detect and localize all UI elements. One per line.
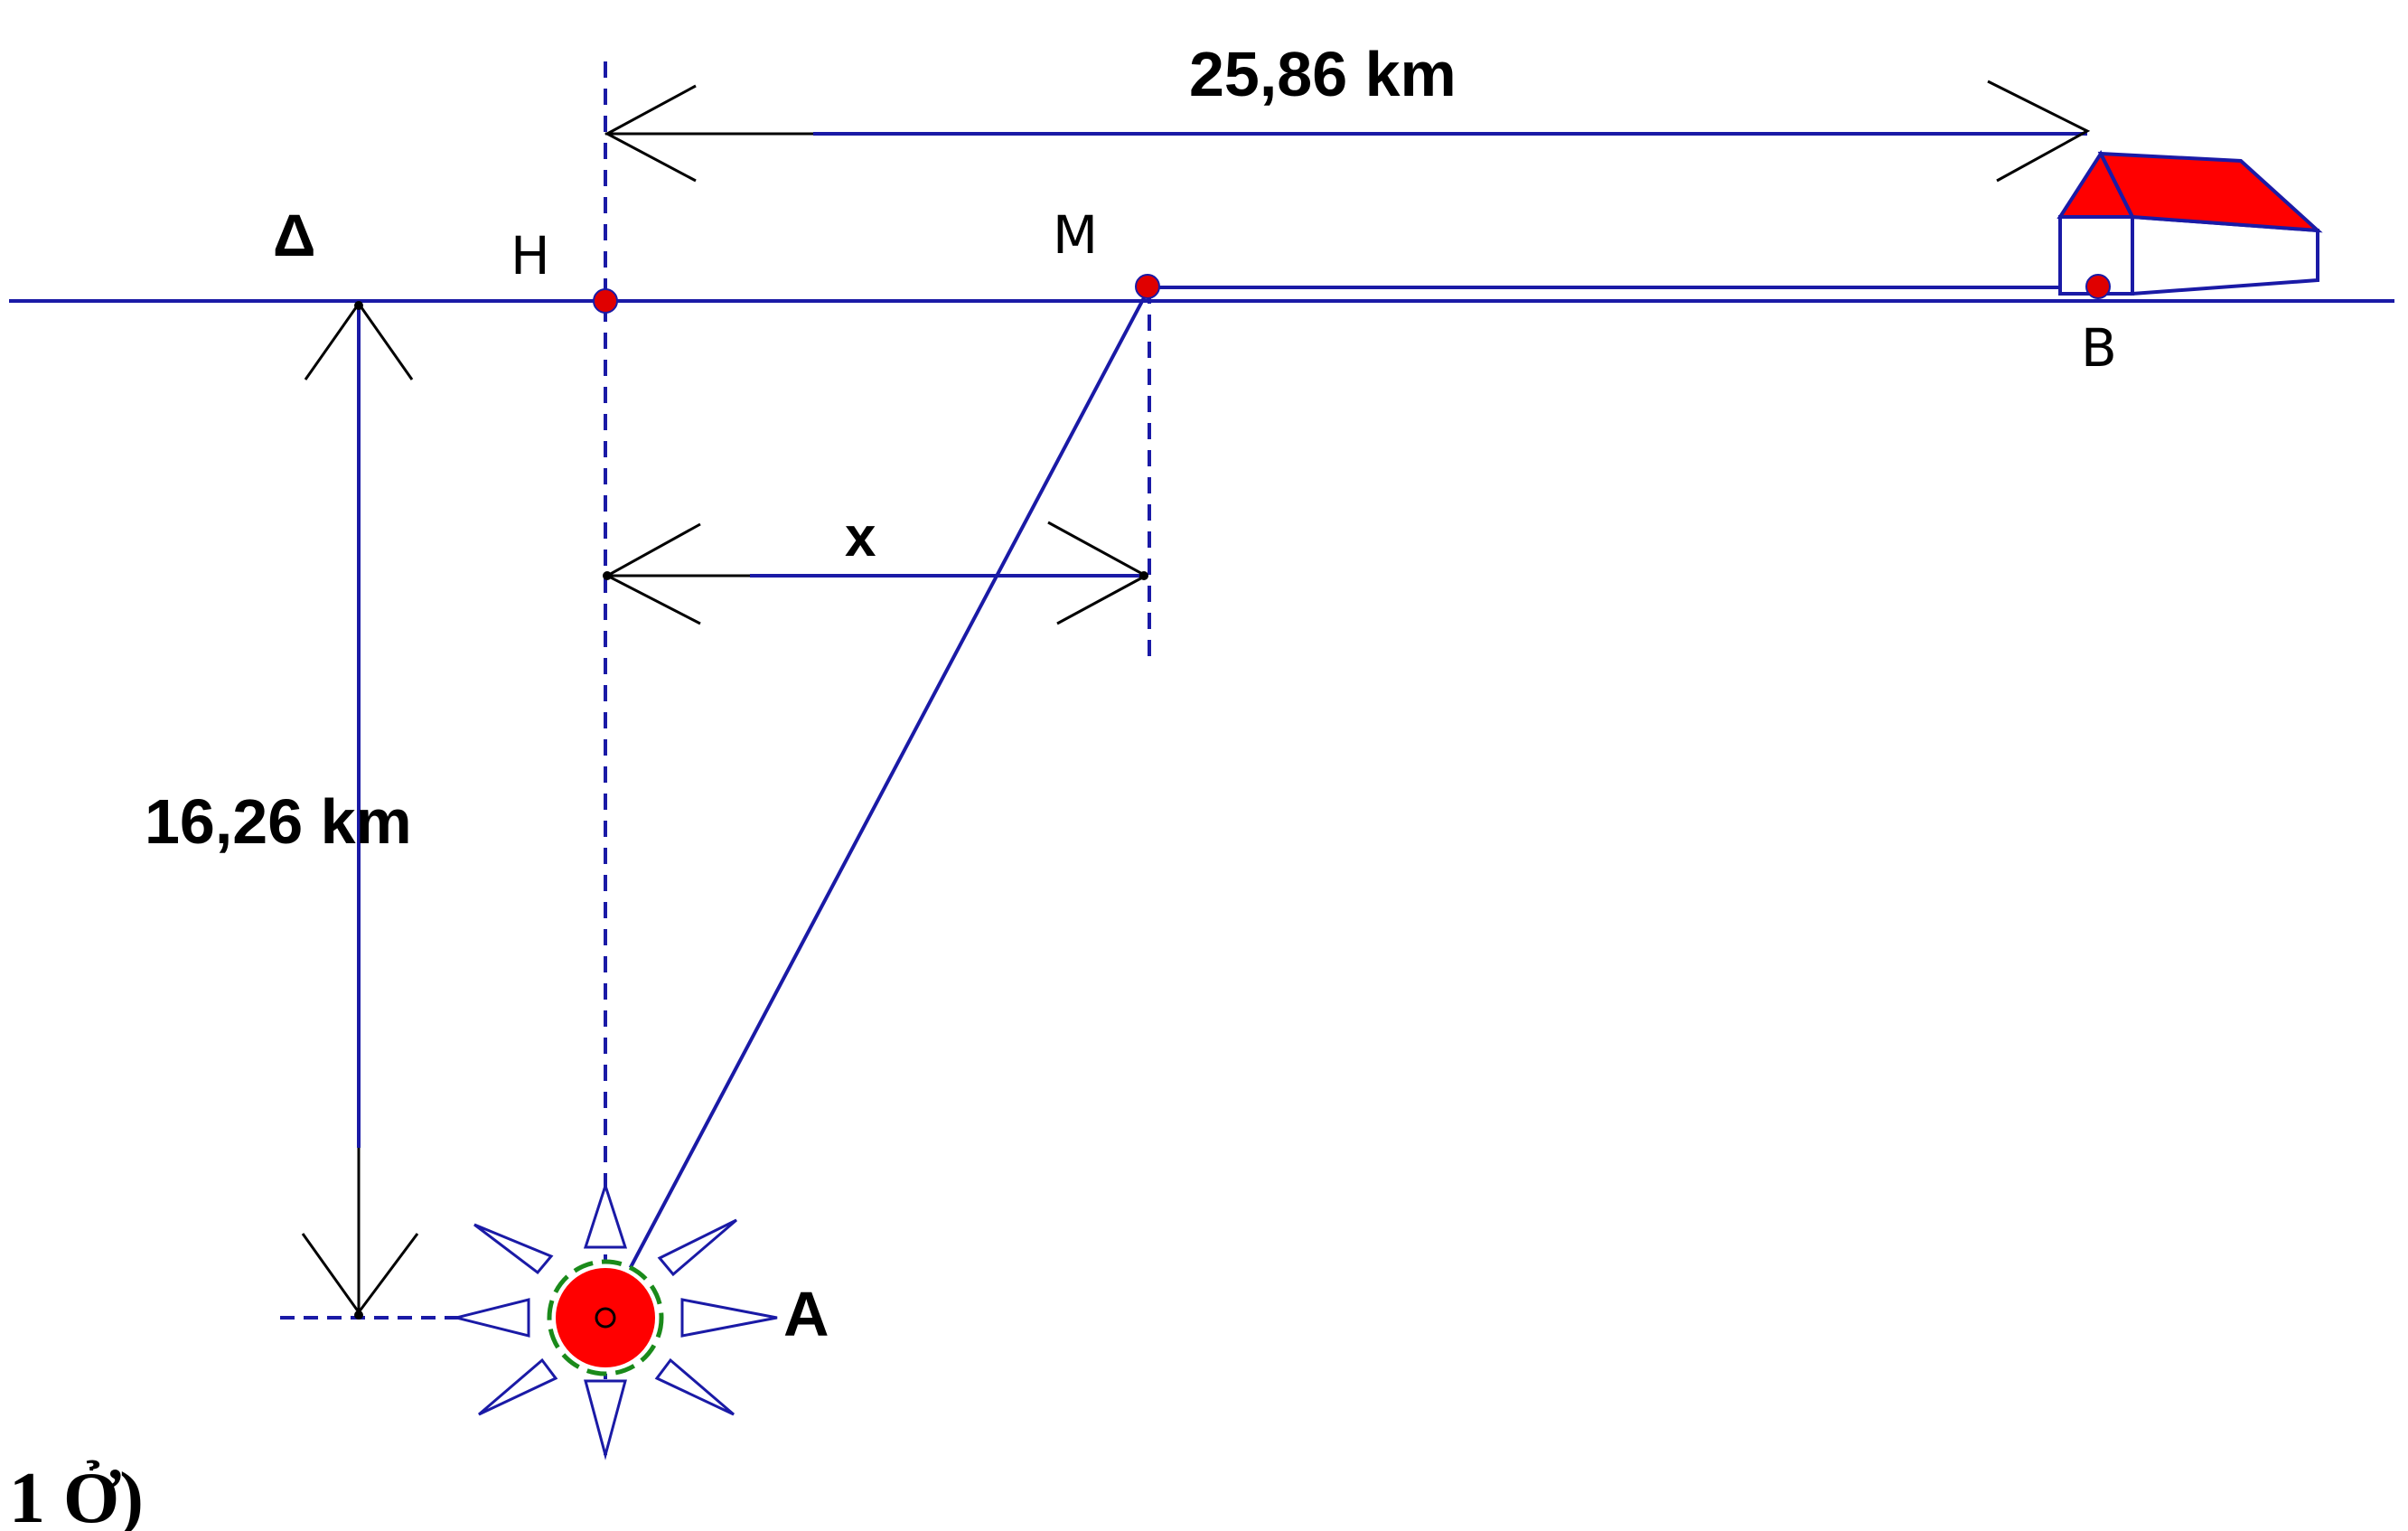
point-b [2085, 274, 2111, 299]
house-icon [2057, 149, 2323, 296]
dimension-x [603, 521, 1149, 625]
starburst-icon [455, 1181, 778, 1461]
label-dist-delta-a: 16,26 km [145, 786, 412, 857]
point-m [1135, 274, 1160, 299]
segment-am [604, 290, 1149, 1316]
caption: 1 Ở) [9, 1459, 144, 1531]
label-delta: Δ [273, 202, 315, 268]
label-b: B [2081, 317, 2117, 379]
label-h: H [511, 225, 550, 286]
label-m: M [1053, 204, 1098, 266]
dimension-delta-a [301, 301, 419, 1320]
dimension-hb [604, 80, 2091, 183]
label-a: A [783, 1279, 829, 1349]
label-x: x [845, 506, 876, 568]
label-dist-hb: 25,86 km [1189, 39, 1457, 109]
point-h [593, 288, 618, 314]
